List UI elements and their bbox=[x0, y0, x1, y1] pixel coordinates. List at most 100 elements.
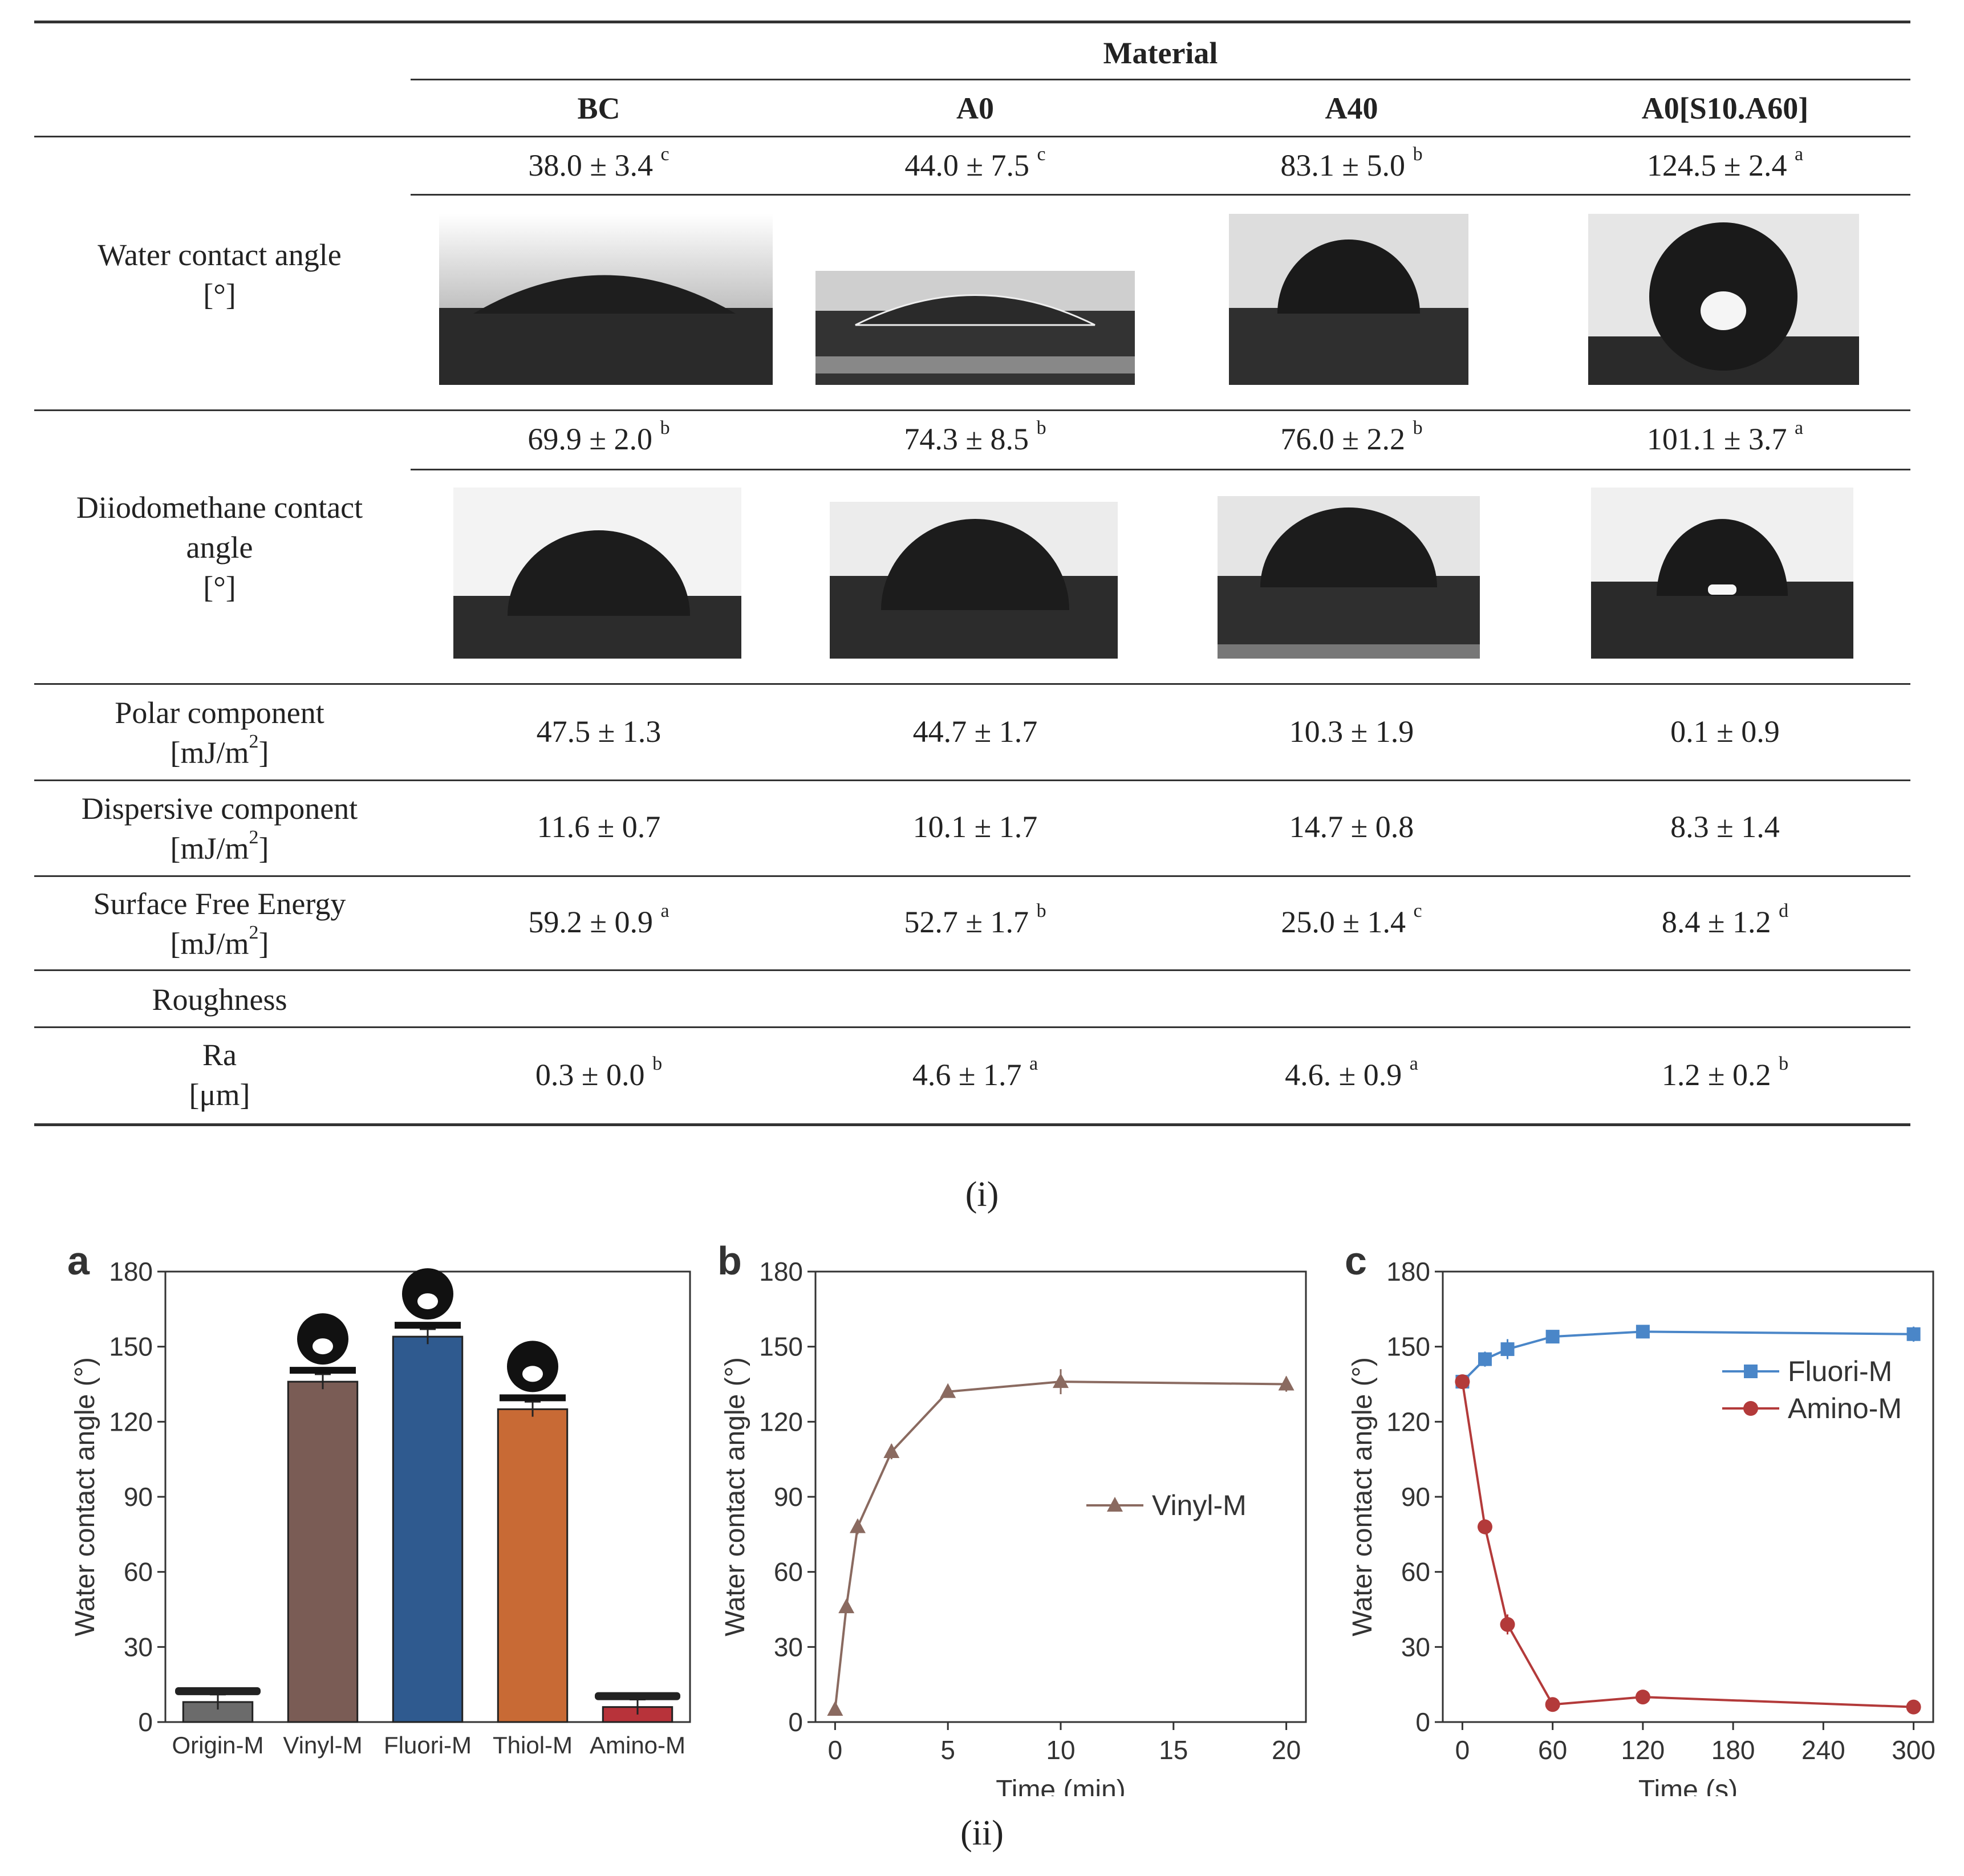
x-axis-label: Time (s) bbox=[1638, 1775, 1738, 1796]
y-tick-label: 60 bbox=[774, 1557, 803, 1587]
x-tick-label: 0 bbox=[828, 1735, 843, 1765]
y-tick-label: 90 bbox=[1401, 1482, 1430, 1512]
data-point bbox=[1053, 1373, 1069, 1388]
legend-marker bbox=[1744, 1365, 1758, 1378]
y-axis-label: Water contact angle (°) bbox=[720, 1357, 750, 1637]
y-tick-label: 90 bbox=[124, 1482, 153, 1512]
y-tick-label: 120 bbox=[1386, 1407, 1430, 1436]
y-tick-label: 90 bbox=[774, 1482, 803, 1512]
water-drop-image-a40 bbox=[1229, 214, 1468, 385]
x-tick-label: 10 bbox=[1046, 1735, 1075, 1765]
chart-a-bar: 0 30 60 90 120 150 180 Water contact angle (°) a… bbox=[67, 1239, 691, 1759]
bar-thiol-m bbox=[497, 1408, 569, 1723]
x-category-label: Fluori-M bbox=[384, 1732, 472, 1759]
dispersive-a40: 14.7 ± 0.8 bbox=[1289, 810, 1414, 844]
water-a0s10a60: 124.5 ± 2.4 a bbox=[1646, 144, 1804, 183]
y-tick-label: 180 bbox=[759, 1257, 803, 1286]
data-point bbox=[838, 1598, 855, 1614]
water-a40: 83.1 ± 5.0 b bbox=[1280, 144, 1423, 183]
droplet-highlight-icon bbox=[313, 1338, 333, 1355]
rule-after-sfe bbox=[34, 969, 1910, 971]
water-drop-image-a0s10a60 bbox=[1588, 214, 1859, 385]
water-drop-image-a0 bbox=[815, 271, 1135, 385]
sfe-a40: 25.0 ± 1.4 c bbox=[1281, 900, 1422, 940]
diiodo-a0: 74.3 ± 8.5 b bbox=[904, 417, 1046, 457]
legend-label: Amino-M bbox=[1788, 1392, 1902, 1424]
data-point bbox=[1500, 1342, 1515, 1357]
rule-after-polar bbox=[34, 779, 1910, 781]
y-tick-label: 30 bbox=[124, 1632, 153, 1662]
y-tick-label: 120 bbox=[759, 1407, 803, 1436]
row-label-dispersive: Dispersive component [mJ/m2] bbox=[81, 791, 358, 866]
rule-after-dispersive bbox=[34, 875, 1910, 877]
dispersive-bc: 11.6 ± 0.7 bbox=[537, 810, 661, 844]
diiodo-drop-image-a0s10a60 bbox=[1591, 488, 1853, 659]
x-tick-label: 300 bbox=[1892, 1735, 1935, 1765]
droplet-base-icon bbox=[500, 1394, 566, 1402]
data-point bbox=[1636, 1325, 1650, 1339]
plot-frame bbox=[1442, 1270, 1934, 1723]
figure-label-i: (i) bbox=[965, 1175, 999, 1214]
water-bc: 38.0 ± 3.4 c bbox=[528, 144, 669, 183]
legend-marker bbox=[1743, 1401, 1758, 1416]
col-header-a0s10a60: A0[S10.A60] bbox=[1641, 91, 1809, 125]
droplet-highlight-icon bbox=[417, 1293, 438, 1310]
ra-bc: 0.3 ± 0.0 b bbox=[535, 1053, 663, 1093]
data-point bbox=[1478, 1352, 1492, 1366]
x-tick-label: 120 bbox=[1621, 1735, 1665, 1765]
y-tick-label: 180 bbox=[109, 1257, 153, 1286]
rule-under-material bbox=[411, 79, 1910, 80]
data-point bbox=[883, 1443, 900, 1458]
x-tick-label: 0 bbox=[1455, 1735, 1470, 1765]
sfe-bc: 59.2 ± 0.9 a bbox=[528, 900, 669, 940]
data-point bbox=[827, 1701, 843, 1716]
data-point bbox=[1906, 1699, 1921, 1715]
x-tick-label: 180 bbox=[1711, 1735, 1755, 1765]
polar-bc: 47.5 ± 1.3 bbox=[536, 714, 662, 749]
legend-marker bbox=[1107, 1497, 1123, 1512]
data-point bbox=[1545, 1697, 1560, 1712]
y-tick-label: 120 bbox=[109, 1407, 153, 1436]
polar-a0: 44.7 ± 1.7 bbox=[912, 714, 1038, 749]
y-tick-label: 150 bbox=[1386, 1332, 1430, 1362]
row-label-diiodo: Diiodomethane contact angle [°] bbox=[76, 490, 363, 604]
rule-diiodo-inner bbox=[411, 469, 1910, 470]
rule-under-headers bbox=[34, 136, 1910, 137]
droplet-base-icon bbox=[395, 1322, 461, 1329]
polar-a40: 10.3 ± 1.9 bbox=[1289, 714, 1414, 749]
x-tick-label: 60 bbox=[1538, 1735, 1567, 1765]
legend-label: Fluori-M bbox=[1788, 1355, 1892, 1387]
droplet-base-icon bbox=[290, 1367, 356, 1374]
legend-label: Vinyl-M bbox=[1152, 1489, 1247, 1521]
col-header-a40: A40 bbox=[1325, 91, 1378, 125]
ra-a0: 4.6 ± 1.7 a bbox=[912, 1053, 1038, 1093]
dispersive-a0: 10.1 ± 1.7 bbox=[912, 810, 1038, 844]
row-label-roughness: Roughness bbox=[152, 982, 287, 1017]
sfe-a0s10a60: 8.4 ± 1.2 d bbox=[1661, 900, 1789, 940]
y-tick-label: 180 bbox=[1386, 1257, 1430, 1286]
diiodo-a0s10a60: 101.1 ± 3.7 a bbox=[1646, 417, 1804, 457]
y-axis-label: Water contact angle (°) bbox=[70, 1357, 100, 1637]
series-line-vinyl-m bbox=[834, 1380, 1287, 1710]
y-tick-label: 0 bbox=[138, 1707, 153, 1737]
x-category-label: Amino-M bbox=[590, 1732, 685, 1759]
y-tick-label: 30 bbox=[1401, 1632, 1430, 1662]
diiodo-bc: 69.9 ± 2.0 b bbox=[527, 417, 670, 457]
col-header-a0: A0 bbox=[956, 91, 994, 125]
row-label-sfe: Surface Free Energy [mJ/m2] bbox=[93, 887, 346, 961]
bar-fluori-m bbox=[392, 1335, 464, 1723]
data-point bbox=[940, 1383, 956, 1398]
y-tick-label: 0 bbox=[788, 1707, 803, 1737]
rule-after-roughness bbox=[34, 1026, 1910, 1028]
row-label-ra: Ra [μm] bbox=[189, 1038, 250, 1112]
diiodo-drop-image-a0 bbox=[830, 502, 1118, 659]
flat-droplet-icon bbox=[175, 1687, 261, 1695]
x-category-label: Thiol-M bbox=[493, 1732, 573, 1759]
x-axis-label: Time (min) bbox=[996, 1775, 1126, 1796]
bar-origin-m bbox=[182, 1701, 254, 1723]
panel-letter: a bbox=[67, 1239, 90, 1283]
series-line-amino-m bbox=[1461, 1381, 1914, 1708]
rule-after-water bbox=[34, 409, 1910, 411]
x-tick-label: 20 bbox=[1272, 1735, 1301, 1765]
